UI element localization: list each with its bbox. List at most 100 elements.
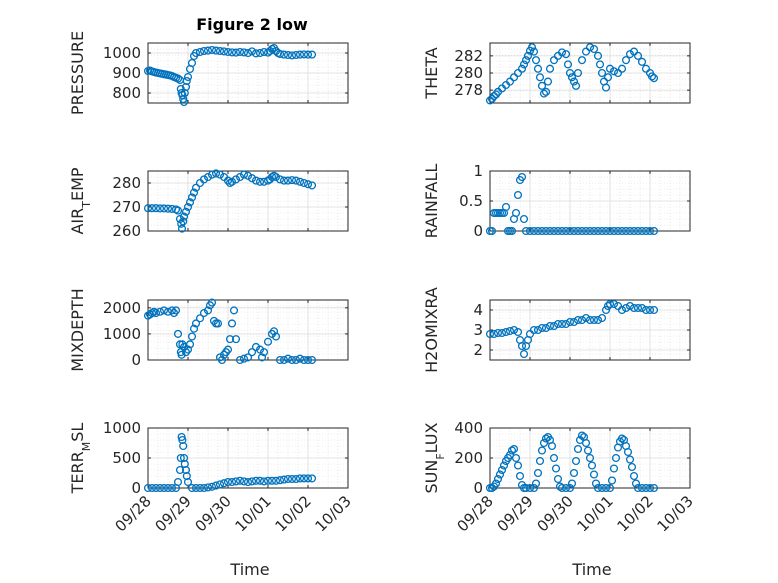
data-point bbox=[155, 307, 165, 316]
data-point bbox=[491, 479, 501, 488]
data-point bbox=[613, 68, 623, 78]
data-point bbox=[505, 77, 515, 86]
data-point bbox=[557, 48, 567, 57]
data-point bbox=[251, 342, 261, 352]
data-point bbox=[151, 204, 161, 213]
data-point bbox=[203, 483, 213, 492]
data-point bbox=[243, 48, 253, 58]
data-point bbox=[573, 68, 583, 78]
data-point bbox=[283, 50, 293, 60]
data-point bbox=[275, 49, 285, 59]
data-point bbox=[513, 327, 523, 337]
data-point bbox=[177, 219, 186, 228]
y-axis-label: PRESSURE bbox=[68, 31, 87, 115]
data-point bbox=[601, 226, 611, 236]
data-point bbox=[553, 226, 563, 236]
data-point bbox=[195, 47, 205, 57]
data-point bbox=[183, 345, 193, 354]
data-point bbox=[623, 447, 633, 457]
data-point bbox=[219, 47, 229, 56]
data-point bbox=[549, 321, 559, 331]
data-point bbox=[625, 455, 635, 464]
data-point bbox=[183, 72, 193, 82]
data-point bbox=[593, 315, 603, 325]
data-point bbox=[609, 226, 619, 236]
data-point bbox=[637, 303, 647, 313]
y-axis-label: H2OMIXRA bbox=[422, 287, 441, 373]
x-axis-label: Time bbox=[229, 560, 269, 579]
data-point bbox=[182, 76, 191, 86]
data-point bbox=[207, 482, 217, 491]
data-point bbox=[291, 355, 301, 365]
data-point bbox=[175, 340, 185, 349]
data-point bbox=[181, 465, 191, 475]
data-point bbox=[551, 464, 561, 473]
data-point bbox=[271, 172, 281, 182]
figure-title: Figure 2 low bbox=[196, 15, 308, 34]
data-point bbox=[539, 89, 549, 98]
data-point bbox=[213, 319, 223, 328]
data-point bbox=[523, 51, 533, 60]
data-point bbox=[279, 176, 289, 185]
data-point bbox=[239, 48, 249, 57]
data-point bbox=[495, 470, 505, 479]
x-tick-label: 10/01 bbox=[232, 492, 275, 535]
data-point bbox=[617, 64, 627, 73]
data-point bbox=[513, 68, 523, 78]
data-point bbox=[533, 226, 543, 236]
data-point bbox=[641, 305, 651, 315]
y-tick-label: 3 bbox=[473, 321, 483, 339]
data-point bbox=[143, 311, 153, 320]
data-point bbox=[231, 477, 241, 486]
data-point bbox=[489, 329, 499, 339]
y-tick-label: 900 bbox=[112, 64, 141, 82]
data-point bbox=[215, 480, 225, 489]
data-point bbox=[593, 51, 603, 60]
data-point bbox=[529, 325, 539, 335]
data-point bbox=[259, 47, 269, 57]
data-point bbox=[187, 483, 197, 493]
data-point bbox=[187, 332, 197, 341]
data-point bbox=[509, 444, 519, 454]
data-point bbox=[625, 226, 635, 236]
data-point bbox=[191, 183, 201, 192]
data-point bbox=[159, 204, 169, 213]
data-point bbox=[239, 170, 249, 179]
data-point bbox=[235, 355, 245, 365]
axes-box bbox=[147, 299, 349, 361]
data-point bbox=[533, 325, 543, 335]
data-point bbox=[283, 474, 293, 484]
data-point bbox=[487, 226, 497, 236]
data-point bbox=[255, 476, 265, 485]
data-point bbox=[279, 50, 289, 59]
data-point bbox=[629, 47, 639, 56]
data-point bbox=[567, 73, 577, 82]
data-point bbox=[279, 355, 289, 365]
data-point bbox=[179, 453, 189, 463]
data-point bbox=[227, 319, 237, 328]
x-tick-label: 09/30 bbox=[534, 492, 577, 535]
data-point bbox=[176, 453, 185, 463]
data-point bbox=[541, 226, 551, 236]
data-point bbox=[645, 483, 655, 493]
data-point bbox=[223, 176, 233, 185]
data-point bbox=[497, 465, 507, 475]
data-point bbox=[509, 73, 519, 82]
y-tick-label: 280 bbox=[454, 64, 483, 82]
data-point bbox=[641, 226, 651, 236]
data-point bbox=[287, 176, 297, 185]
data-point bbox=[159, 483, 169, 493]
data-point bbox=[173, 477, 183, 487]
data-point bbox=[179, 212, 189, 221]
data-point bbox=[625, 50, 635, 59]
y-tick-label: 0 bbox=[473, 222, 483, 240]
data-point bbox=[183, 477, 193, 487]
y-tick-label: 280 bbox=[112, 174, 141, 192]
data-point bbox=[299, 178, 309, 188]
data-point bbox=[497, 328, 507, 338]
data-point bbox=[151, 308, 161, 318]
data-point bbox=[291, 474, 301, 484]
data-point bbox=[235, 47, 245, 57]
data-point bbox=[227, 177, 237, 186]
